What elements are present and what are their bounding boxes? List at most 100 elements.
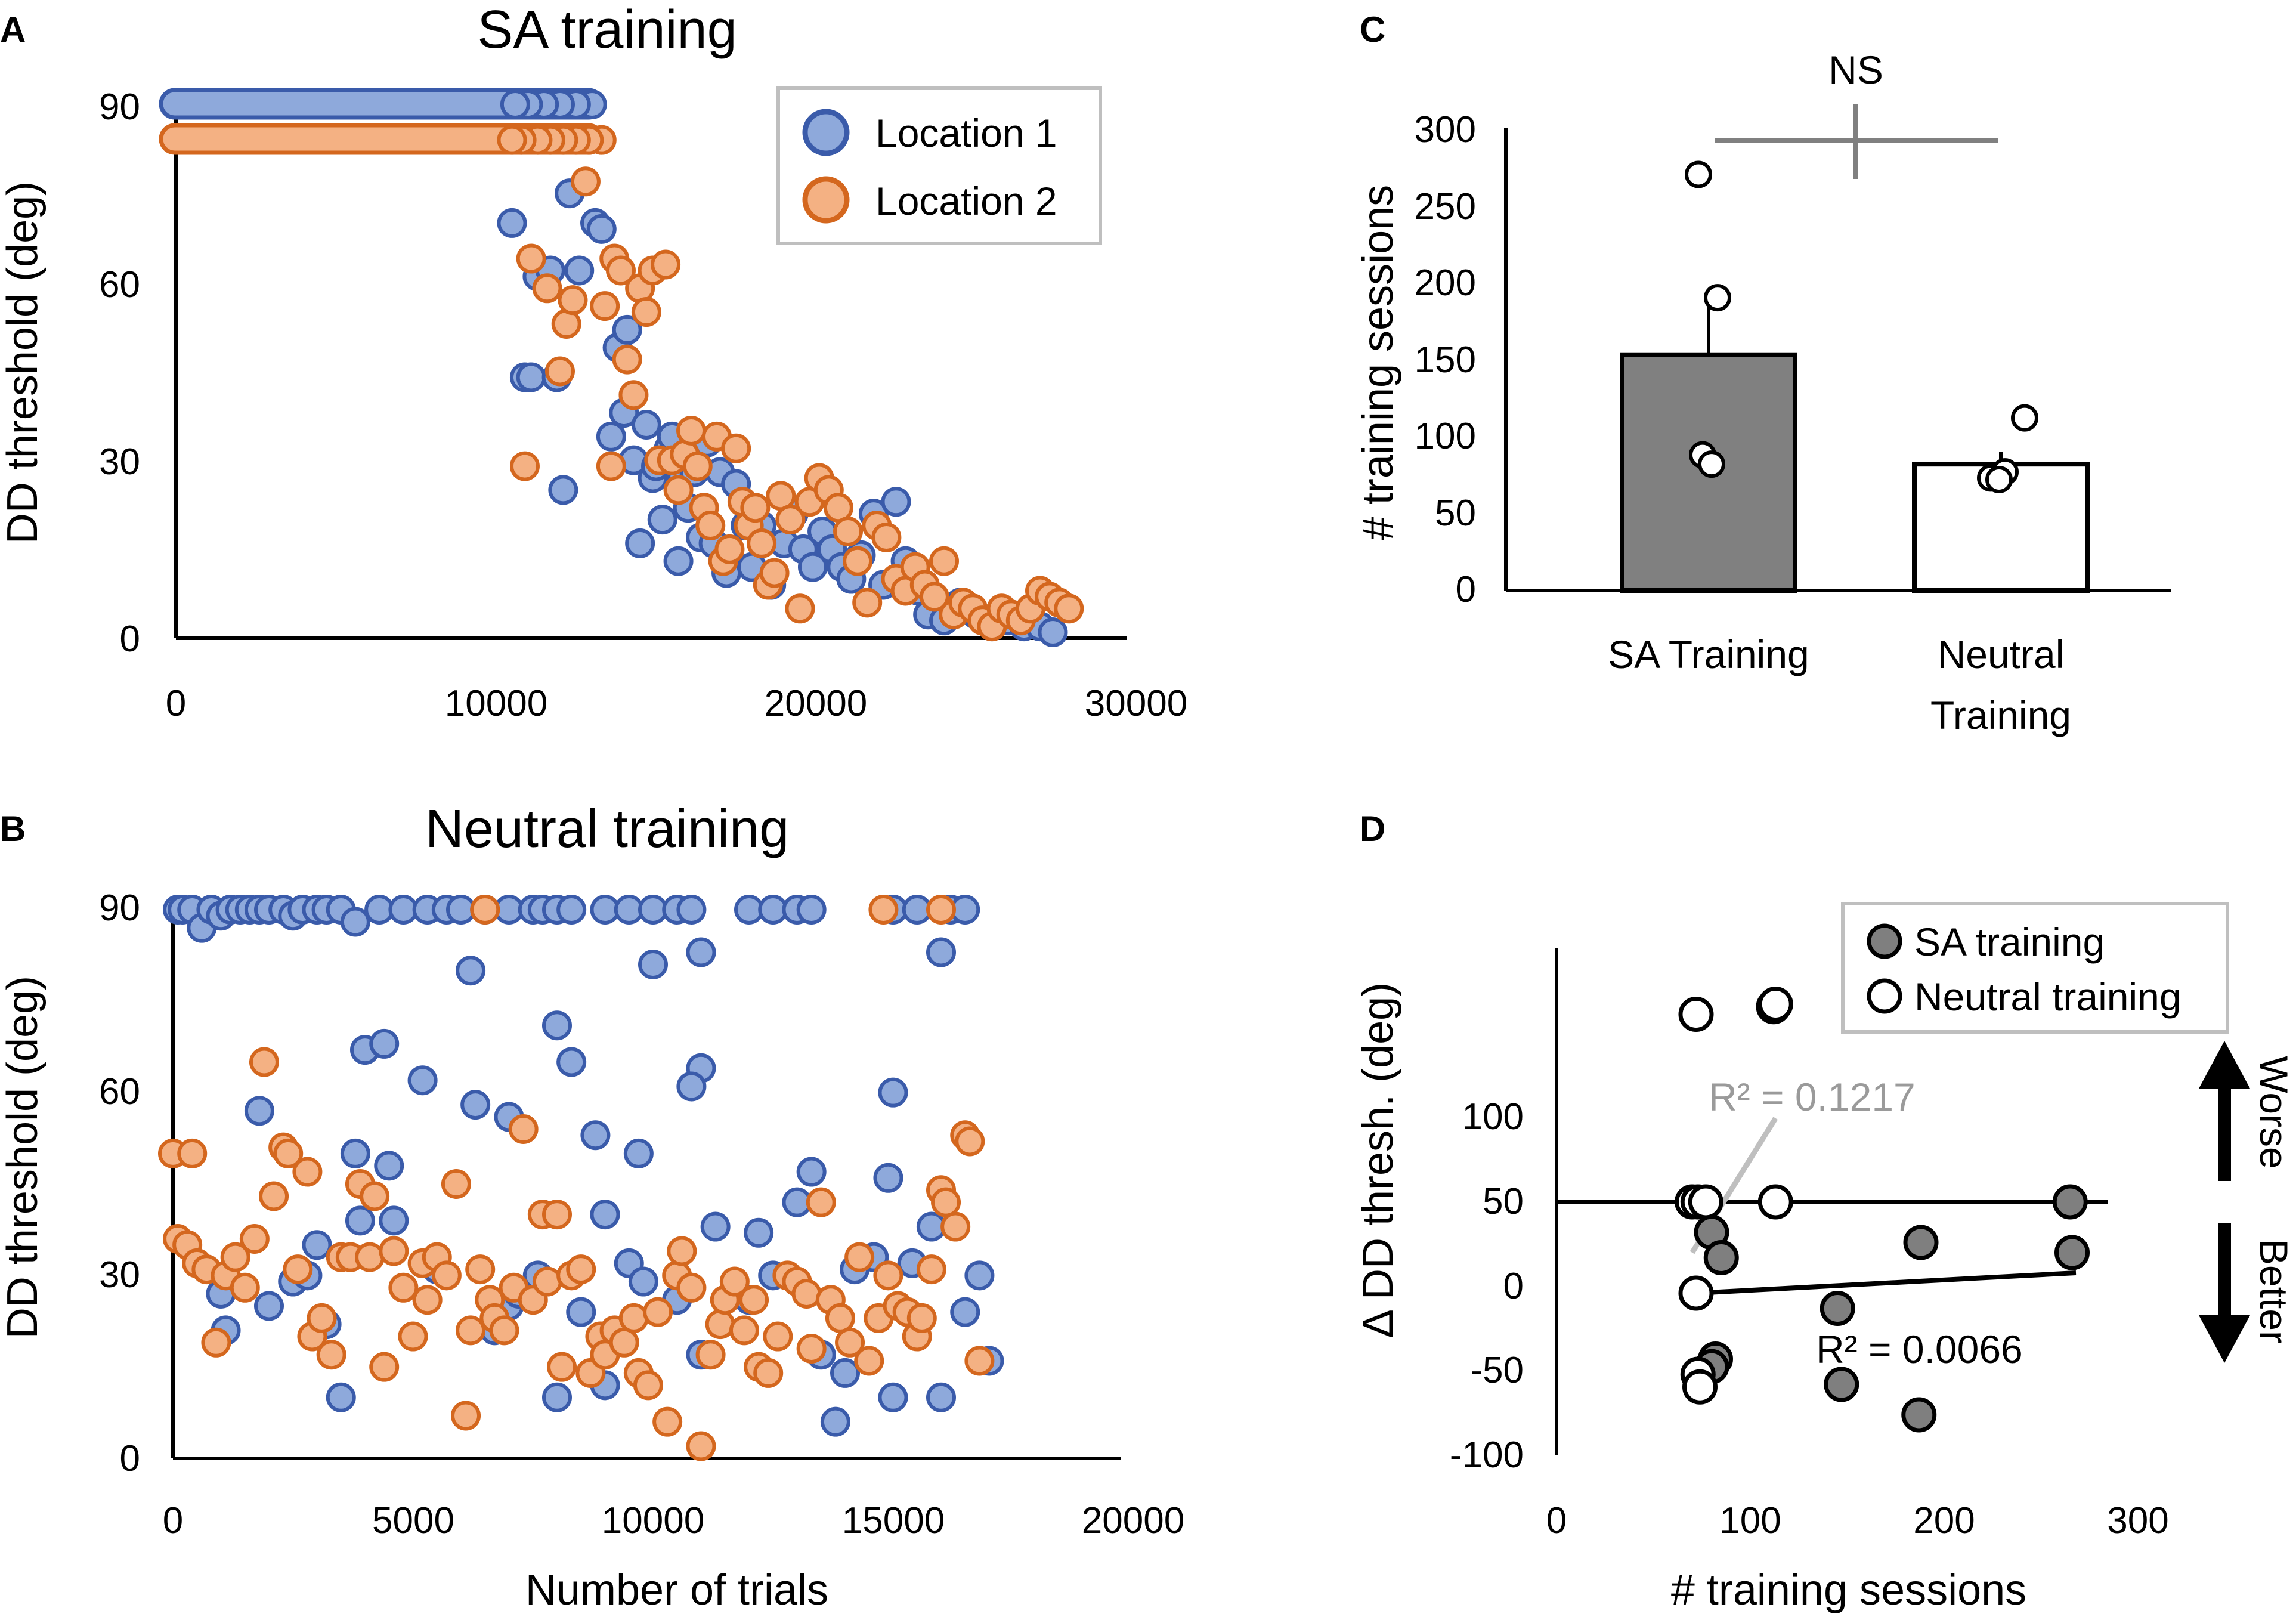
panel-a-point [929, 546, 959, 576]
panel-b-point [590, 1200, 620, 1230]
panel-b-point [460, 1090, 491, 1120]
panel-b-point [441, 1169, 471, 1199]
panel-a-point [740, 493, 771, 523]
panel-b-location-2-points [158, 895, 995, 1461]
panel-a-ytick: 90 [99, 86, 140, 128]
panel-d-xticks: 0 100 200 300 [1546, 1500, 2169, 1541]
panel-b-point [628, 1266, 658, 1297]
panel-a: A SA training DD threshold (deg) 0 30 60… [0, 0, 1187, 724]
panel-b-point [345, 1205, 375, 1236]
panel-a-title: SA training [477, 0, 737, 60]
panel-a-point [881, 487, 911, 517]
panel-b-point [964, 1260, 995, 1291]
panel-d-point-sa [1903, 1225, 1939, 1260]
panel-a-point [500, 89, 530, 119]
panel-a-point [548, 475, 578, 505]
panel-b-point [609, 1327, 639, 1358]
panel-c-categories: SA Training Neutral Training [1608, 632, 2071, 737]
panel-a-xticks: 0 10000 20000 30000 [166, 683, 1187, 724]
panel-b-point [379, 1205, 409, 1236]
panel-b-point [825, 1303, 855, 1333]
panel-a-point [682, 451, 713, 481]
panel-b-label: B [0, 809, 26, 849]
panel-c-ytick: 50 [1435, 493, 1476, 534]
panel-c-point [1985, 466, 2013, 493]
panel-d-legend-box [1841, 902, 2229, 1034]
panel-c-category-neutral-line2: Training [1930, 693, 2071, 737]
panel-b-point [249, 1047, 279, 1077]
panel-a-point [509, 451, 540, 481]
panel-a-legend-marker-loc2 [802, 176, 850, 224]
panel-b-point [259, 1181, 289, 1211]
panel-b-point [719, 1266, 750, 1297]
panel-b-point [830, 1358, 860, 1388]
panel-a-point [631, 410, 661, 440]
panel-a-point [1054, 593, 1084, 624]
panel-b-xticks: 0 5000 10000 15000 20000 [163, 1500, 1184, 1541]
panel-b-ytick: 30 [99, 1254, 140, 1296]
panel-b-point [456, 1315, 486, 1346]
panel-d-point-sa [2052, 1184, 2088, 1220]
panel-b-point [753, 1358, 784, 1388]
panel-a-point [570, 166, 601, 197]
panel-b-point [316, 1340, 346, 1370]
panel-a-point [618, 380, 649, 410]
panel-b-point [451, 1401, 481, 1431]
panel-a-legend: Location 1 Location 2 [776, 86, 1102, 245]
panel-b-point [844, 1242, 875, 1272]
panel-a-point [797, 552, 828, 582]
panel-a-xtick: 0 [166, 683, 186, 724]
panel-c-ytick: 200 [1415, 262, 1476, 304]
panel-a-point [612, 344, 642, 375]
panel-d-xlabel: # training sessions [1671, 1566, 2026, 1614]
panel-b-point [643, 1297, 673, 1327]
panel-c-ytick: 250 [1415, 186, 1476, 227]
panel-b-point [964, 1346, 995, 1376]
panel-a-point [1038, 617, 1068, 648]
panel-d-better-arrow-shaft [2218, 1223, 2231, 1318]
panel-d-r2-neutral: R² = 0.1217 [1709, 1075, 1916, 1119]
panel-d-legend-label-neutral: Neutral training [1914, 975, 2181, 1019]
panel-a-point [497, 208, 527, 238]
panel-a-point [586, 214, 617, 244]
panel-b-point [926, 937, 956, 967]
panel-c-ytick: 100 [1415, 416, 1476, 457]
panel-b-point [739, 1285, 769, 1315]
panel-b-point [676, 1071, 707, 1102]
panel-c-ytick: 0 [1456, 569, 1476, 610]
panel-b-point [906, 1303, 937, 1333]
panel-b-point [676, 895, 707, 925]
panel-b-point [273, 1138, 304, 1168]
panel-a-point [596, 451, 626, 481]
panel-b-point [676, 1272, 707, 1303]
panel-b-point [360, 1181, 390, 1211]
panel-a-location-2-points [497, 125, 1084, 642]
panel-b-point [618, 1303, 649, 1333]
panel-a-point [605, 255, 636, 286]
panel-b-point [465, 1254, 496, 1285]
panel-d-better-label: Better [2252, 1239, 2296, 1344]
panel-b-point [566, 1297, 596, 1327]
panel-d-r2-sa: R² = 0.0066 [1816, 1327, 2023, 1371]
panel-b-point [695, 1340, 726, 1370]
panel-b-point [542, 1382, 572, 1412]
panel-c-label: C [1360, 10, 1385, 50]
panel-b-point [926, 895, 956, 925]
panel-a-legend-marker-loc1 [802, 109, 850, 156]
panel-a-point [775, 505, 806, 535]
panel-b-point [201, 1327, 231, 1358]
panel-c-category-sa: SA Training [1608, 632, 1809, 676]
panel-b-point [230, 1272, 260, 1303]
panel-c-point [1685, 160, 1712, 188]
panel-b-point [916, 1254, 946, 1285]
panel-d-better-arrow-icon [2199, 1315, 2250, 1363]
panel-b-title: Neutral training [425, 799, 789, 859]
panel-b-xtick: 10000 [602, 1500, 704, 1541]
panel-b-point [667, 1236, 697, 1266]
panel-b-point [700, 1211, 731, 1242]
panel-c-ylabel: # training sessions [1354, 185, 1402, 540]
panel-a-point [663, 475, 694, 505]
panel-d-xtick: 0 [1546, 1500, 1567, 1541]
panel-d-fit-sa [1695, 1270, 2077, 1296]
panel-a-ytick: 60 [99, 264, 140, 305]
